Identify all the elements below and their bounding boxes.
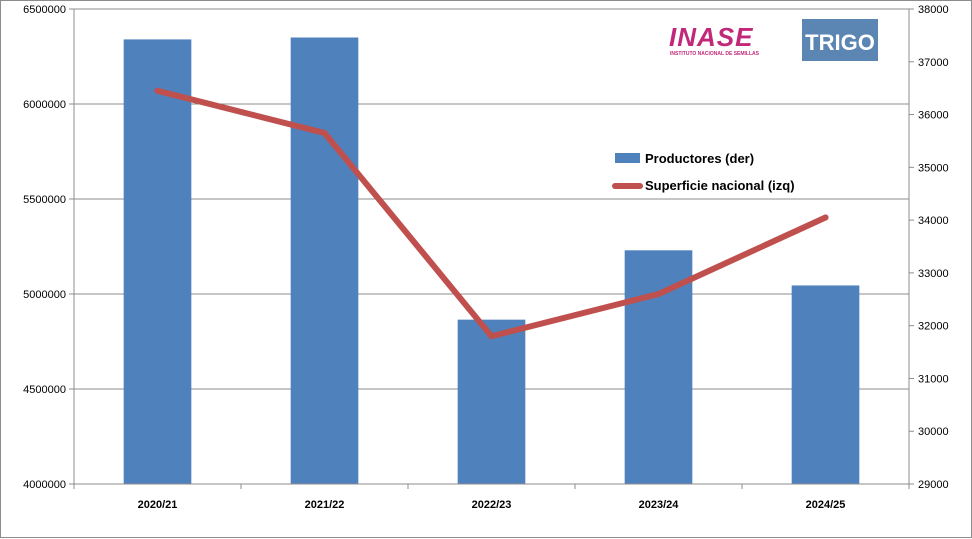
right-tick-label: 29000 (918, 479, 949, 491)
category-label: 2021/22 (305, 499, 345, 511)
right-tick-label: 38000 (918, 4, 949, 16)
right-tick-label: 37000 (918, 57, 949, 69)
category-label: 2024/25 (806, 499, 846, 511)
line-path (154, 87, 829, 340)
inase-logo-subtitle: INSTITUTO NACIONAL DE SEMILLAS (670, 51, 760, 57)
right-axis-ticks: 29000 30000 31000 32000 33000 34000 35000 36000… (909, 4, 949, 491)
line-point (822, 214, 829, 221)
line-point (488, 333, 495, 340)
trigo-logo-box (802, 19, 878, 61)
legend-label-line: Superficie nacional (izq) (645, 178, 795, 193)
inase-logo-text: INASE (669, 22, 753, 52)
right-tick-label: 34000 (918, 215, 949, 227)
line-point (154, 87, 161, 94)
category-label: 2023/24 (639, 499, 680, 511)
right-tick-label: 31000 (918, 373, 949, 385)
left-tick-label: 4000000 (23, 479, 66, 491)
trigo-logo: TRIGO (802, 19, 878, 61)
right-tick-label: 32000 (918, 321, 949, 333)
category-label: 2020/21 (138, 499, 178, 511)
right-tick-label: 33000 (918, 268, 949, 280)
category-labels: 2020/21 2021/22 2022/23 2023/24 2024/25 (138, 499, 846, 511)
bar (457, 319, 526, 484)
line-point (321, 130, 328, 137)
right-tick-label: 36000 (918, 110, 949, 122)
bar-series (123, 37, 860, 485)
left-tick-label: 5000000 (23, 289, 66, 301)
bar (791, 285, 860, 484)
line-series (154, 87, 829, 340)
bar (123, 39, 192, 485)
line-point (655, 291, 662, 297)
left-tick-label: 4500000 (23, 384, 66, 396)
left-tick-label: 6500000 (23, 4, 66, 16)
bar (624, 250, 693, 484)
right-tick-label: 30000 (918, 426, 949, 438)
legend-label-bars: Productores (der) (645, 151, 754, 166)
trigo-logo-text: TRIGO (805, 30, 875, 55)
left-tick-label: 6000000 (23, 99, 66, 111)
legend: Productores (der) Superficie nacional (i… (612, 151, 795, 193)
left-axis-ticks: 4000000 4500000 5000000 5500000 6000000 65000… (23, 4, 74, 491)
bar (290, 37, 359, 484)
category-label: 2022/23 (472, 499, 512, 511)
axes (73, 9, 910, 489)
legend-swatch-bars (615, 153, 640, 163)
right-tick-label: 35000 (918, 162, 949, 174)
left-tick-label: 5500000 (23, 194, 66, 206)
inase-logo: INASE INSTITUTO NACIONAL DE SEMILLAS (669, 22, 760, 57)
